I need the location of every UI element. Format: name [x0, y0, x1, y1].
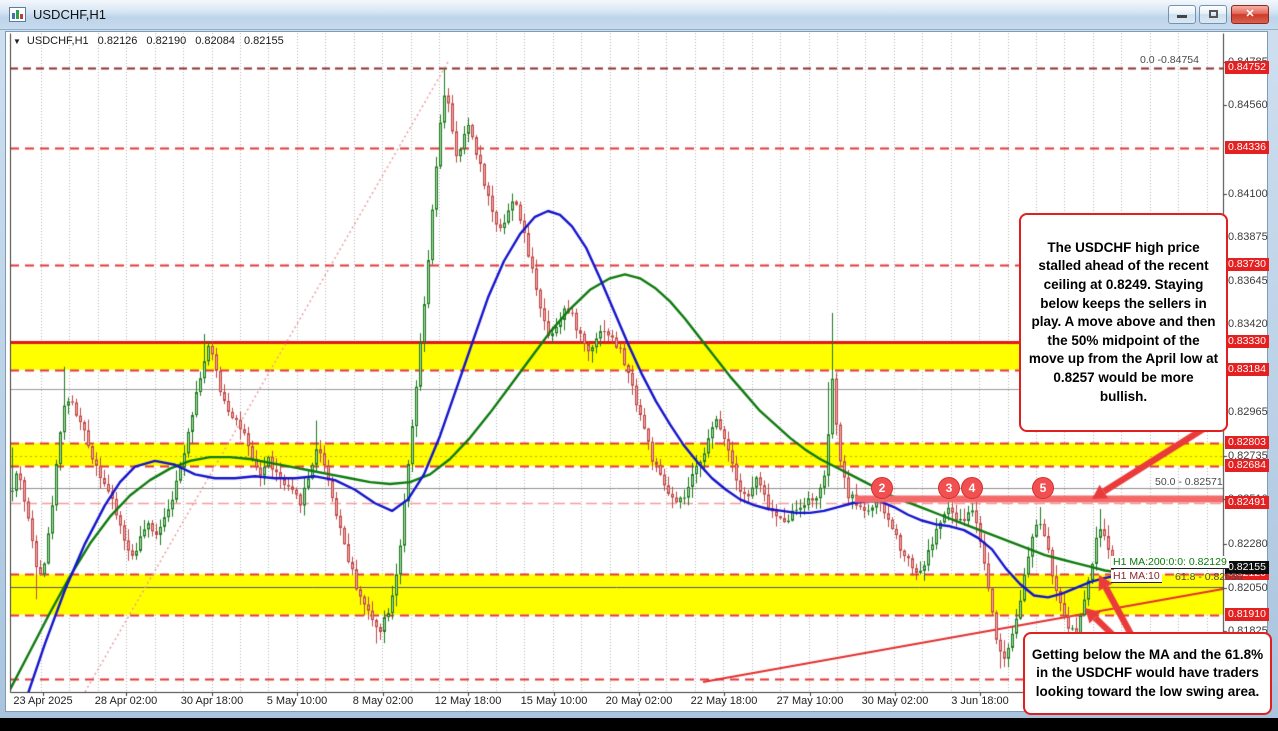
desktop-background: USDCHF,H1 ✕ ▼USDCHF,H10.821260.821900.82…	[0, 0, 1278, 731]
price-chart-canvas[interactable]	[0, 0, 1278, 731]
